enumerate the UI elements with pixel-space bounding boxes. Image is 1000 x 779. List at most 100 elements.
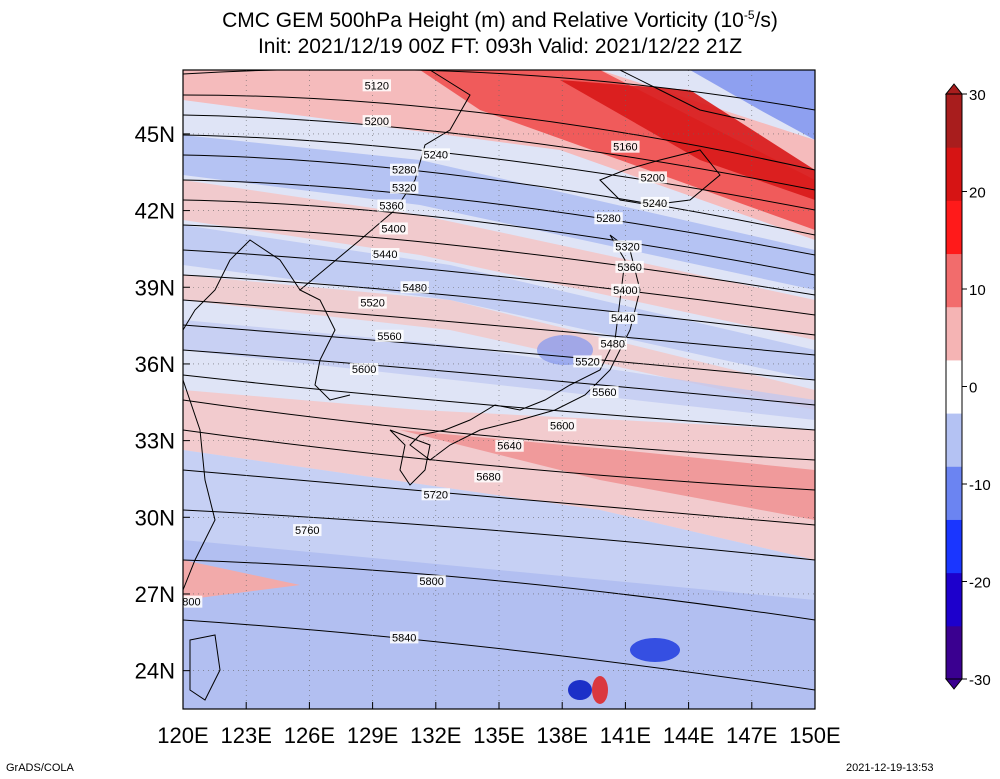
colorbar-swatch (946, 413, 962, 467)
contour-label: 5360 (379, 200, 403, 212)
contour-label: 5680 (476, 471, 500, 483)
contour-label: 5440 (611, 313, 635, 325)
contour-label: 5240 (643, 198, 667, 210)
contour-label: 5440 (373, 249, 397, 261)
colorbar-swatch (946, 94, 962, 148)
contour-label: 5560 (592, 387, 616, 399)
colorbar-swatch (946, 466, 962, 520)
contour-label: 5520 (575, 356, 599, 368)
longitude-axis: 120E 123E 126E 129E 132E 135E 138E 141E 144E 147E… (157, 702, 841, 748)
sakhalin (619, 70, 746, 121)
colorbar-swatch (946, 253, 962, 308)
colorbar-tick-label: 30 (969, 87, 986, 104)
height-contours (183, 70, 815, 691)
contour-label-bg (390, 631, 419, 644)
contour-label-bg (358, 296, 387, 309)
colorbar-tick-label: 10 (969, 282, 986, 299)
contour-label-bg (377, 199, 406, 212)
colorbar-tick-label: -10 (969, 477, 991, 494)
contour-label: 5400 (381, 223, 405, 235)
contour-label-bg (495, 439, 524, 452)
contour-label: 5600 (352, 364, 376, 376)
lat-tick-label: 24N (135, 659, 175, 684)
contour-label-bg (609, 311, 638, 324)
china-coast (183, 239, 301, 331)
contour-label: 5280 (392, 165, 416, 177)
asian-coast (299, 70, 471, 401)
colorbar-max-arrow (944, 83, 964, 95)
contour-label-bg (611, 283, 640, 296)
lat-tick-label: 27N (135, 582, 175, 607)
lat-tick-label: 42N (135, 199, 175, 224)
contour-label-bg (638, 171, 667, 184)
lon-tick-label: 150E (789, 723, 840, 748)
honshu (409, 234, 641, 461)
contour-label-bg (379, 222, 408, 235)
contour-label-bg (598, 337, 627, 350)
lat-tick-label: 30N (135, 505, 175, 530)
contour-label: 5760 (295, 525, 319, 537)
contour-label-bg (400, 281, 429, 294)
colorbar-swatch (946, 519, 962, 574)
lon-tick-label: 135E (473, 723, 524, 748)
lon-tick-label: 126E (284, 723, 335, 748)
colorbar-swatch (946, 306, 962, 361)
colorbar-min-arrow (944, 678, 964, 690)
contour-label: 5280 (596, 213, 620, 225)
contour-label: 5840 (392, 632, 416, 644)
contour-label: 5200 (365, 116, 389, 128)
contour-label-bg (362, 79, 392, 92)
coastlines (183, 70, 746, 701)
contour-label-bg (390, 163, 419, 176)
contour-label: 800 (182, 597, 200, 609)
contour-label: 5480 (402, 282, 426, 294)
contour-label-bg (421, 148, 450, 161)
chart-title: CMC GEM 500hPa Height (m) and Relative V… (222, 8, 778, 32)
contour-label-bg (183, 595, 203, 608)
lon-tick-label: 129E (347, 723, 398, 748)
map-plot-area: 5120520052405160528052005320524053605280… (182, 70, 815, 709)
lat-tick-label: 36N (135, 352, 175, 377)
colorbar-swatch (946, 359, 962, 414)
chart-subtitle: Init: 2021/12/19 00Z FT: 093h Valid: 202… (257, 35, 743, 58)
contour-label: 5320 (392, 183, 416, 195)
colorbar-swatch (946, 625, 962, 680)
colorbar: 30 20 10 0 -10 -20 -30 (944, 83, 991, 690)
contour-label: 5560 (377, 331, 401, 343)
contour-label-bg (590, 386, 619, 399)
contour-label: 5640 (497, 441, 521, 453)
colorbar-tick-label: 0 (969, 380, 977, 397)
taiwan (189, 634, 221, 701)
timestamp-label: 2021-12-19-13:53 (846, 762, 934, 774)
lon-tick-label: 123E (221, 723, 272, 748)
contour-label-bg (371, 248, 400, 261)
contour-label: 5520 (360, 298, 384, 310)
colorbar-tick-label: 20 (969, 185, 986, 202)
contour-label-bg (362, 115, 392, 128)
contour-label: 5120 (365, 80, 389, 92)
contour-label-bg (349, 363, 379, 376)
contour-label-bg (390, 181, 419, 194)
contour-label-bg (474, 470, 503, 483)
lat-tick-label: 33N (135, 429, 175, 454)
contour-label: 5600 (550, 420, 574, 432)
lat-tick-label: 39N (135, 275, 175, 300)
contour-label: 5200 (641, 172, 665, 184)
lon-tick-label: 141E (600, 723, 651, 748)
contour-label-bg (421, 488, 450, 501)
latitude-axis: 24N 27N 30N 33N 36N 39N 42N 45N (135, 122, 190, 684)
credit-label: GrADS/COLA (6, 762, 74, 774)
contour-label: 5480 (601, 338, 625, 350)
contour-label-bg (573, 355, 602, 368)
contour-label-bg (417, 575, 446, 588)
lon-tick-label: 132E (410, 723, 461, 748)
colorbar-swatch (946, 200, 962, 255)
contour-label: 5320 (615, 241, 639, 253)
colorbar-swatch (946, 572, 962, 627)
lat-tick-label: 45N (135, 122, 175, 147)
colorbar-swatch (946, 147, 962, 201)
lon-tick-label: 144E (663, 723, 714, 748)
contour-label-bg (640, 196, 670, 209)
contour-label: 5160 (613, 142, 637, 154)
contour-label-bg (615, 260, 644, 273)
